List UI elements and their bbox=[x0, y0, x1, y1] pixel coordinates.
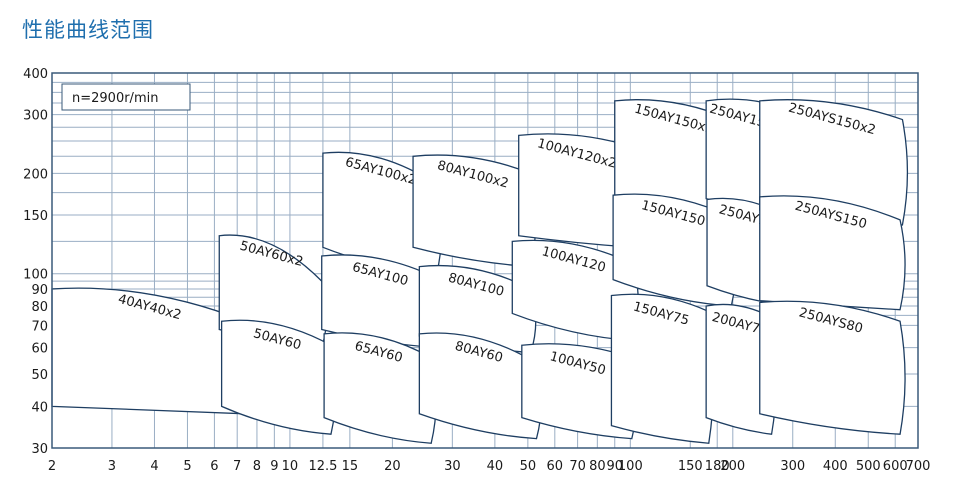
speed-annotation-box bbox=[61, 83, 191, 111]
region-80AY60: 80AY60 bbox=[418, 332, 543, 440]
x-tick-label: 7 bbox=[233, 459, 241, 474]
y-tick-label: 80 bbox=[31, 300, 48, 315]
y-tick-label: 100 bbox=[23, 268, 48, 283]
x-tick-label: 60 bbox=[547, 459, 564, 474]
x-tick-label: 2 bbox=[48, 459, 56, 474]
y-tick-label: 300 bbox=[23, 109, 48, 124]
x-tick-label: 150 bbox=[678, 459, 703, 474]
x-tick-label: 5 bbox=[183, 459, 191, 474]
x-tick-label: 100 bbox=[618, 459, 643, 474]
region-100AY120: 100AY120 bbox=[511, 239, 639, 342]
x-tick-label: 70 bbox=[569, 459, 586, 474]
region-150AY75: 150AY75 bbox=[610, 293, 715, 444]
y-tick-label: 400 bbox=[23, 67, 48, 82]
x-tick-label: 6 bbox=[210, 459, 218, 474]
region-100AY50: 100AY50 bbox=[521, 343, 638, 440]
y-tick-label: 200 bbox=[23, 167, 48, 182]
y-tick-label: 40 bbox=[31, 400, 48, 415]
y-tick-label: 70 bbox=[31, 319, 48, 334]
x-tick-label: 15 bbox=[342, 459, 359, 474]
x-tick-label: 10 bbox=[282, 459, 299, 474]
x-tick-label: 4 bbox=[150, 459, 158, 474]
y-tick-label: 30 bbox=[31, 442, 48, 457]
region-250AYS80: 250AYS80 bbox=[759, 300, 906, 435]
region-250AYS150: 250AYS150 bbox=[759, 195, 906, 311]
y-tick-label: 150 bbox=[23, 209, 48, 224]
x-tick-label: 30 bbox=[444, 459, 461, 474]
x-tick-label: 40 bbox=[487, 459, 504, 474]
region-65AY100x2: 65AY100x2 bbox=[322, 151, 443, 275]
speed-annotation: n=2900r/min bbox=[72, 91, 158, 106]
chart-title: 性能曲线范围 bbox=[22, 18, 154, 42]
x-tick-label: 12.5 bbox=[308, 459, 337, 474]
x-tick-label: 8 bbox=[253, 459, 261, 474]
x-tick-label: 90 bbox=[606, 459, 623, 474]
x-tick-label: 180 bbox=[705, 459, 730, 474]
x-tick-label: 400 bbox=[823, 459, 848, 474]
y-tick-label: 90 bbox=[31, 283, 48, 298]
plot-border bbox=[51, 72, 919, 449]
x-tick-label: 20 bbox=[384, 459, 401, 474]
x-tick-label: 600 bbox=[883, 459, 908, 474]
performance-regions: 40AY40x250AY60x250AY6065AY100x265AY10065… bbox=[51, 98, 909, 444]
region-outline bbox=[759, 300, 906, 435]
y-tick-label: 60 bbox=[31, 342, 48, 357]
x-tick-label: 9 bbox=[270, 459, 278, 474]
x-tick-label: 200 bbox=[720, 459, 745, 474]
x-tick-label: 300 bbox=[780, 459, 805, 474]
x-tick-label: 80 bbox=[589, 459, 606, 474]
x-tick-label: 700 bbox=[906, 459, 931, 474]
region-150AY150: 150AY150 bbox=[612, 193, 737, 307]
region-80AY100x2: 80AY100x2 bbox=[412, 154, 537, 268]
y-tick-label: 50 bbox=[31, 368, 48, 383]
region-65AY60: 65AY60 bbox=[323, 332, 437, 444]
region-50AY60: 50AY60 bbox=[220, 319, 337, 435]
x-tick-label: 50 bbox=[520, 459, 537, 474]
x-tick-label: 500 bbox=[856, 459, 881, 474]
region-65AY100: 65AY100 bbox=[321, 254, 443, 349]
x-tick-label: 3 bbox=[108, 459, 116, 474]
